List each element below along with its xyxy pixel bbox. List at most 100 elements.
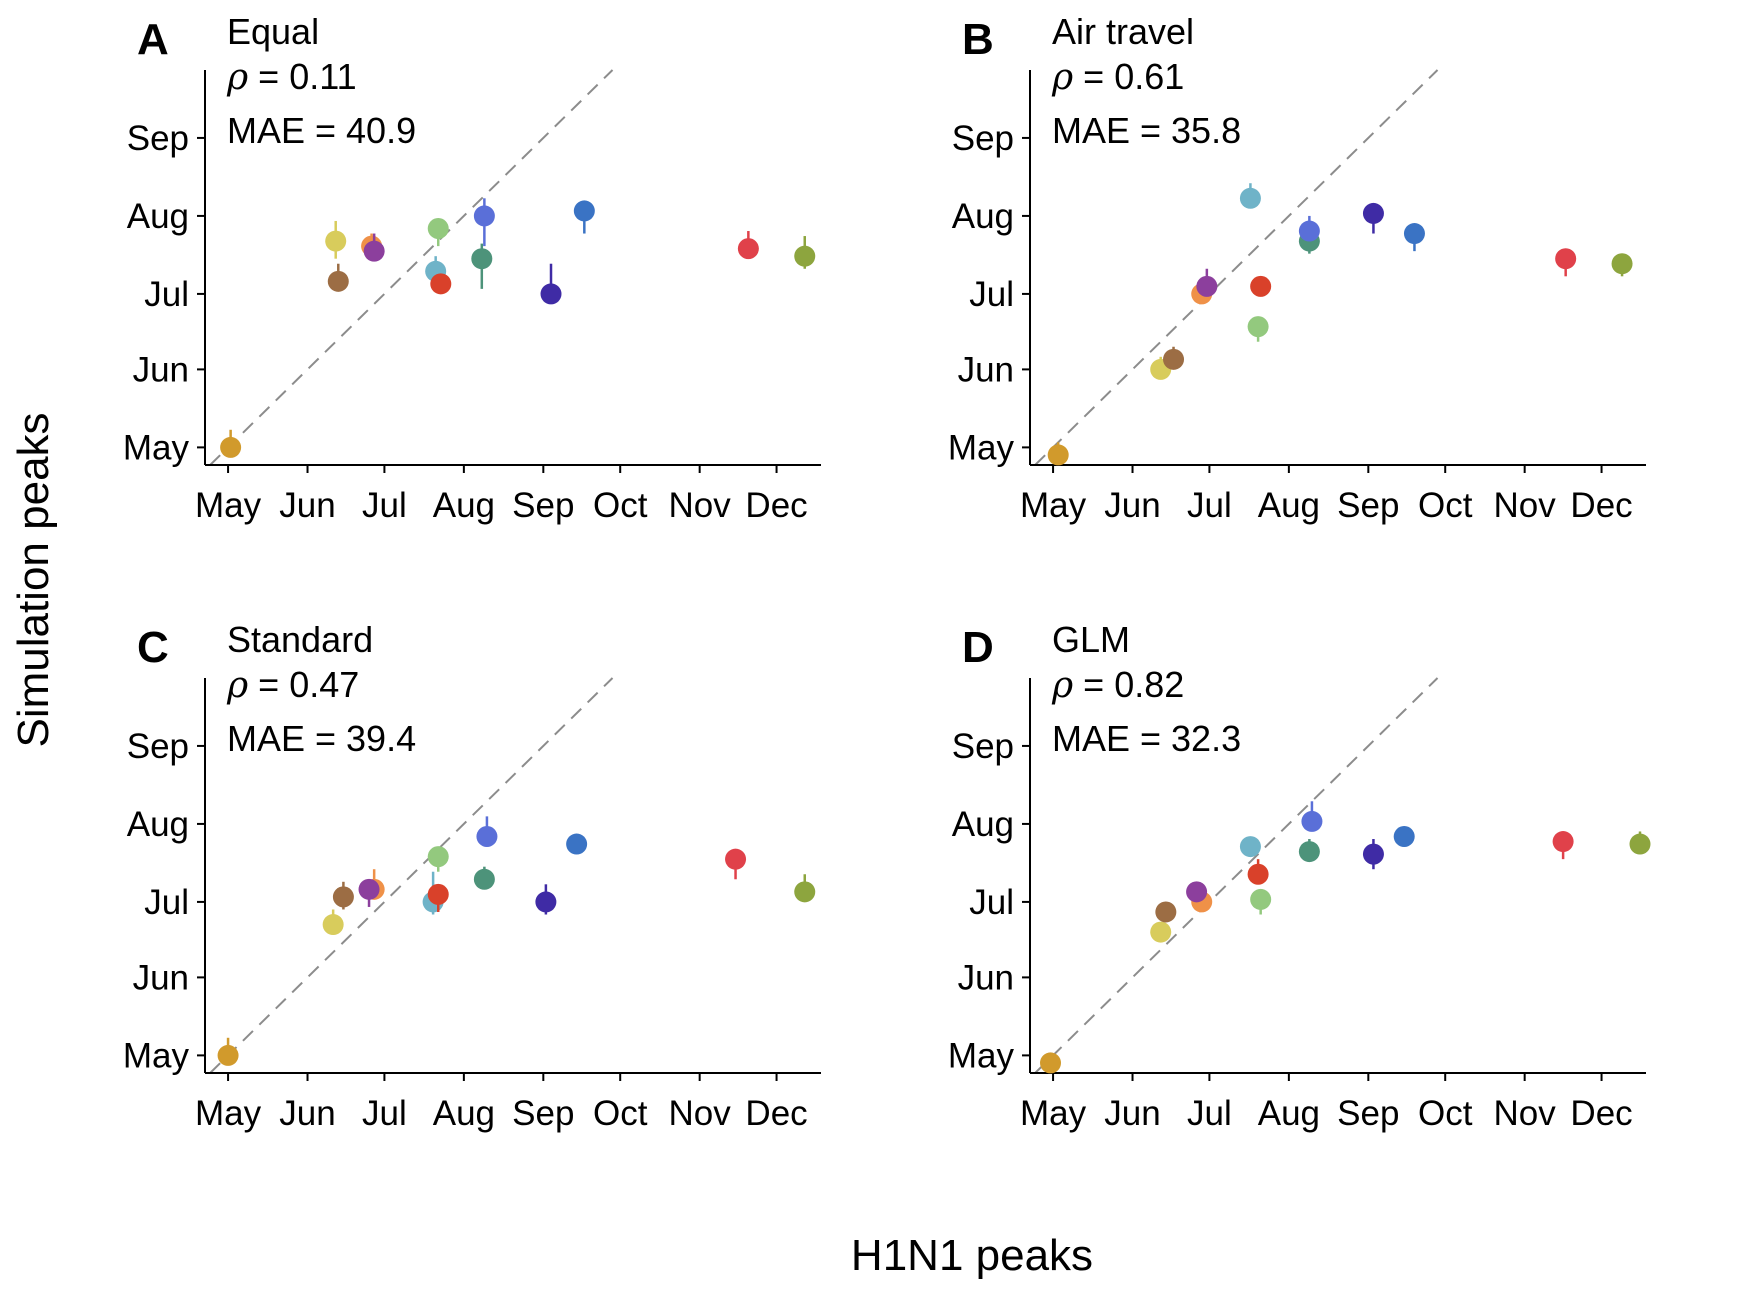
identity-line [1034, 677, 1439, 1074]
y-tick-label: May [948, 1036, 1015, 1075]
data-point [1047, 444, 1069, 466]
y-tick-label: Aug [127, 805, 189, 844]
data-point [1239, 187, 1261, 209]
data-point [471, 248, 493, 270]
x-tick-label: Jun [1104, 486, 1160, 525]
data-point [427, 846, 449, 868]
data-point [1555, 248, 1577, 270]
y-tick-label: Sep [127, 727, 189, 766]
x-tick-label: Nov [1494, 1094, 1557, 1133]
x-tick-label: Sep [1337, 1094, 1399, 1133]
rho-stat: ρ = 0.47 [226, 664, 359, 706]
data-point [1250, 275, 1272, 297]
data-point [1186, 881, 1208, 903]
x-tick-label: Nov [669, 486, 732, 525]
data-point [327, 270, 349, 292]
x-tick-label: Oct [1418, 1094, 1473, 1133]
data-point [473, 205, 495, 227]
data-point [430, 273, 452, 295]
data-point [1150, 921, 1172, 943]
x-tick-label: Jun [1104, 1094, 1160, 1133]
x-tick-label: May [195, 486, 262, 525]
y-tick-label: May [123, 1036, 190, 1075]
identity-line [1034, 69, 1439, 466]
x-tick-label: Dec [745, 486, 807, 525]
x-tick-label: Dec [1570, 486, 1632, 525]
y-tick-label: Jun [958, 958, 1014, 997]
panel-title: Standard [227, 619, 373, 660]
y-tick-label: Jul [144, 275, 189, 314]
mae-stat: MAE = 40.9 [227, 110, 416, 151]
data-point [473, 868, 495, 890]
x-tick-label: Dec [1570, 1094, 1632, 1133]
panel-letter: C [137, 623, 169, 672]
rho-symbol: ρ [226, 665, 248, 706]
data-point [1163, 348, 1185, 370]
x-tick-label: May [1020, 1094, 1087, 1133]
data-point [1301, 810, 1323, 832]
panel-title: Air travel [1052, 11, 1194, 52]
panel-title: GLM [1052, 619, 1130, 660]
rho-symbol: ρ [1051, 665, 1073, 706]
y-tick-label: Sep [952, 119, 1014, 158]
y-tick-label: May [948, 428, 1015, 467]
y-tick-label: Sep [952, 727, 1014, 766]
y-tick-label: Aug [952, 805, 1014, 844]
x-tick-label: Jul [1187, 1094, 1232, 1133]
y-tick-label: May [123, 428, 190, 467]
rho-value: = 0.61 [1073, 56, 1184, 97]
identity-line [209, 677, 614, 1074]
panel-letter: A [137, 15, 169, 64]
x-tick-label: Dec [745, 1094, 807, 1133]
panel-letter: B [962, 15, 994, 64]
data-point [1250, 888, 1272, 910]
data-point [794, 245, 816, 267]
data-point [1298, 220, 1320, 242]
y-tick-label: Jun [958, 350, 1014, 389]
x-tick-label: Sep [512, 486, 574, 525]
data-point [1155, 901, 1177, 923]
data-point [220, 436, 242, 458]
data-point [566, 833, 588, 855]
rho-value: = 0.47 [248, 664, 359, 705]
x-tick-label: Aug [1258, 1094, 1320, 1133]
data-point [322, 914, 344, 936]
data-point [1239, 836, 1261, 858]
data-point [332, 886, 354, 908]
data-point [540, 283, 562, 305]
x-tick-label: May [195, 1094, 262, 1133]
data-point [363, 240, 385, 262]
x-tick-label: Oct [1418, 486, 1473, 525]
mae-stat: MAE = 32.3 [1052, 718, 1241, 759]
data-point [1403, 223, 1425, 245]
data-point [725, 848, 747, 870]
rho-symbol: ρ [1051, 57, 1073, 98]
data-point [358, 878, 380, 900]
rho-stat: ρ = 0.82 [1051, 664, 1184, 706]
data-point [1247, 863, 1269, 885]
y-tick-label: Jul [969, 275, 1014, 314]
data-point [1247, 316, 1269, 338]
mae-stat: MAE = 35.8 [1052, 110, 1241, 151]
data-point [737, 238, 759, 260]
data-point [1196, 275, 1218, 297]
x-axis-label: H1N1 peaks [851, 1231, 1093, 1280]
rho-stat: ρ = 0.11 [226, 56, 357, 98]
rho-value: = 0.11 [248, 56, 356, 97]
data-point [794, 881, 816, 903]
data-point [1629, 833, 1651, 855]
x-tick-label: Oct [593, 486, 648, 525]
y-tick-label: Aug [127, 197, 189, 236]
y-tick-label: Jun [133, 350, 189, 389]
rho-value: = 0.82 [1073, 664, 1184, 705]
x-tick-label: Nov [669, 1094, 732, 1133]
data-point [1611, 253, 1633, 275]
x-tick-label: Aug [1258, 486, 1320, 525]
identity-line [209, 69, 614, 466]
panel-b: B Air travel ρ = 0.61 MAE = 35.8 May Jun Jul Au… [948, 11, 1646, 525]
data-point [1040, 1052, 1062, 1074]
y-tick-label: Jul [144, 883, 189, 922]
